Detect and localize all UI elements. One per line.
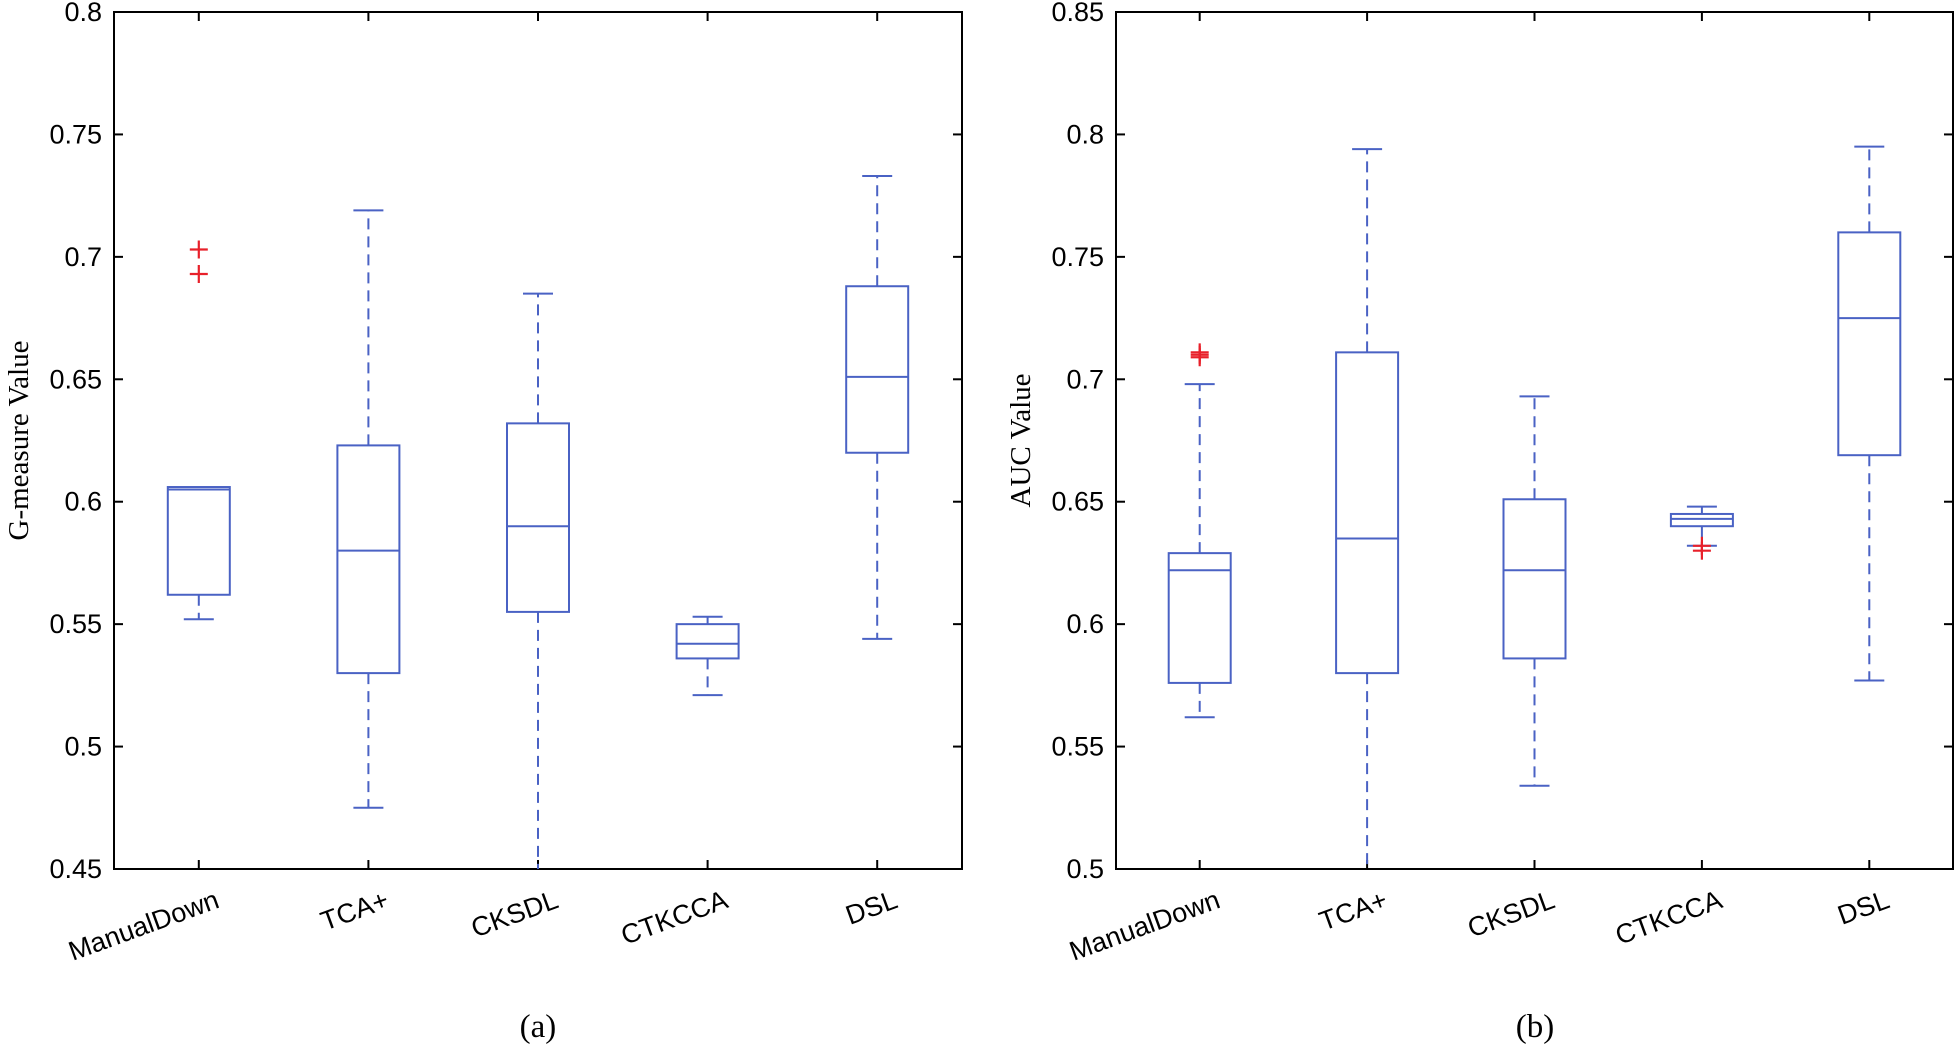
panel-caption: (b) [1516, 1009, 1554, 1045]
iqr-box [336, 444, 401, 675]
box-cksdl [1502, 395, 1567, 787]
outlier-marker [189, 240, 208, 259]
iqr-box [506, 422, 570, 613]
iqr-box [675, 623, 740, 660]
x-category-label: ManualDown [65, 884, 223, 966]
x-category-label: TCA+ [317, 884, 393, 936]
x-category-label: DSL [842, 884, 902, 930]
iqr-box [1167, 552, 1232, 684]
y-tick-label: 0.65 [49, 364, 102, 394]
outlier-marker [1692, 536, 1711, 555]
y-tick-label: 0.6 [64, 487, 102, 517]
y-tick-label: 0.5 [64, 732, 102, 762]
box-dsl [1837, 145, 1902, 682]
iqr-box [845, 285, 910, 454]
y-axis-label: G-measure Value [3, 341, 35, 541]
iqr-box [166, 486, 231, 596]
iqr-box [1335, 351, 1400, 675]
y-tick-label: 0.7 [1066, 364, 1104, 394]
chart-panel-a: 0.45 0.5 0.55 0.6 0.65 0.7 0.75 0.8 G-measure Va… [3, 0, 963, 1045]
y-tick-label: 0.55 [1051, 732, 1104, 762]
x-category-label: DSL [1834, 884, 1894, 930]
outlier-marker [1190, 343, 1209, 362]
iqr-box [1502, 498, 1567, 660]
iqr-box [1669, 512, 1734, 528]
y-tick-label: 0.75 [1051, 242, 1104, 272]
box-ctkcca [1669, 505, 1734, 560]
iqr-box [1837, 231, 1902, 457]
box-manualdown [1167, 343, 1232, 719]
x-category-label: CKSDL [467, 884, 562, 943]
box-cksdl [506, 292, 570, 869]
box-tca- [1335, 148, 1400, 869]
x-category-label: ManualDown [1065, 884, 1223, 966]
outlier-marker [189, 264, 208, 283]
box-ctkcca [675, 615, 740, 697]
chart-panel-b: 0.5 0.55 0.6 0.65 0.7 0.75 0.8 0.85 AUC Value Man… [1005, 0, 1954, 1045]
x-category-label: TCA+ [1315, 884, 1391, 936]
y-tick-label: 0.75 [49, 119, 102, 149]
x-category-label: CTKCCA [617, 884, 732, 950]
x-category-label: CKSDL [1464, 884, 1559, 943]
y-tick-label: 0.7 [64, 242, 102, 272]
y-axis-label: AUC Value [1005, 374, 1037, 508]
y-tick-label: 0.5 [1066, 854, 1104, 884]
box-dsl [845, 175, 910, 640]
y-tick-label: 0.85 [1051, 0, 1104, 27]
panel-caption: (a) [520, 1009, 557, 1045]
y-tick-label: 0.6 [1066, 609, 1104, 639]
y-tick-label: 0.8 [1066, 119, 1104, 149]
box-manualdown [166, 240, 231, 621]
y-tick-label: 0.65 [1051, 487, 1104, 517]
x-category-label: CTKCCA [1611, 884, 1726, 950]
y-tick-label: 0.8 [64, 0, 102, 27]
y-tick-label: 0.55 [49, 609, 102, 639]
box-tca- [336, 209, 401, 809]
y-tick-label: 0.45 [49, 854, 102, 884]
